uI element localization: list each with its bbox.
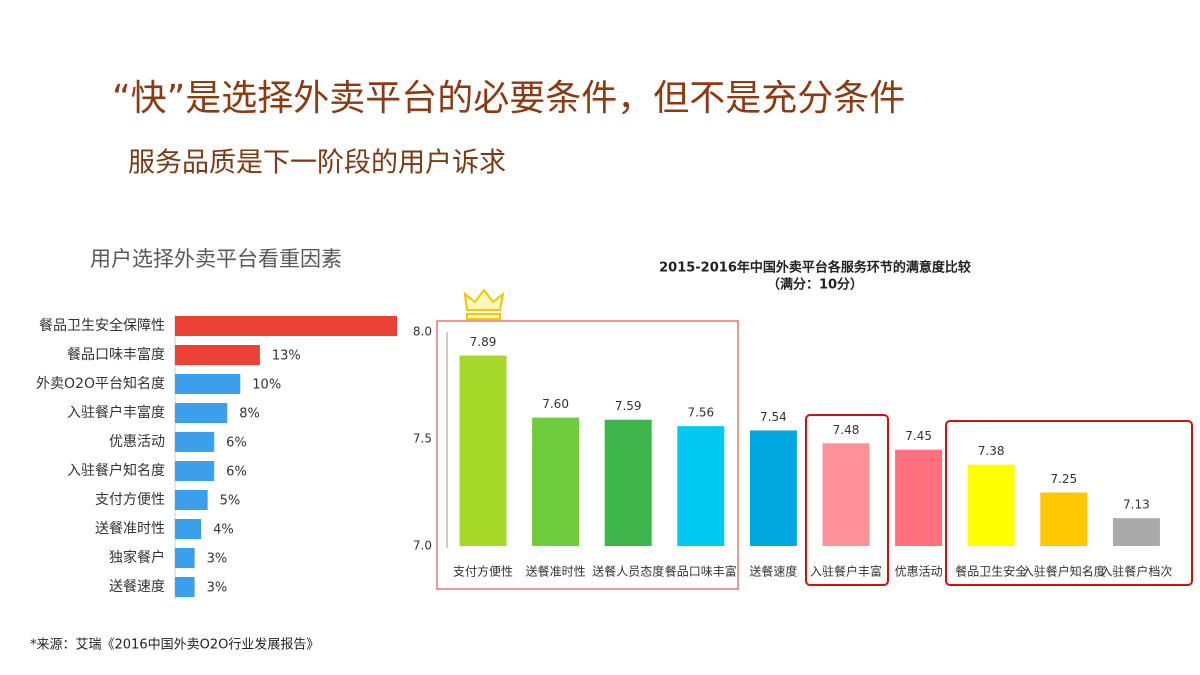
chart-subtitle: （满分：10分） [767,277,863,293]
category-label: 送餐准时性 [95,521,165,537]
value-label: 7.25 [1050,472,1077,486]
crown-icon [463,288,505,320]
bar [175,548,195,568]
category-label: 送餐速度 [109,579,165,595]
bar [175,403,228,423]
bar [175,490,208,510]
bar [175,461,215,481]
category-label: 入驻餐户丰富度 [67,404,165,421]
slide-subtitle: 服务品质是下一阶段的用户诉求 [128,148,506,179]
value-label: 6% [226,436,247,451]
category-label: 送餐速度 [749,564,797,579]
bar [967,464,1015,546]
y-tick-label: 7.5 [413,432,432,446]
bar [677,426,725,546]
category-label: 优惠活动 [109,434,165,450]
category-label: 餐品口味丰富 [665,564,737,579]
bar [749,430,797,546]
value-label: 7.13 [1123,498,1150,512]
value-label: 7.48 [833,423,860,437]
y-tick-label: 7.0 [413,539,432,553]
category-label: 独家餐户 [109,549,165,566]
value-label: 13% [272,349,301,364]
value-label: 7.38 [978,444,1005,458]
highlight-box [945,420,1193,586]
category-label: 入驻餐户档次 [1100,564,1172,579]
value-label: 7.59 [615,399,642,413]
bar [459,355,507,546]
bar [175,519,202,539]
highlight-box [805,414,889,586]
value-label: 10% [252,378,281,393]
source-note: *来源：艾瑞《2016中国外卖O2O行业发展报告》 [30,637,319,653]
category-label: 餐品口味丰富度 [67,346,165,363]
bar [175,374,241,394]
chart-title: 用户选择外卖平台看重因素 [90,247,342,271]
bar [175,432,215,452]
value-label: 7.56 [687,406,714,420]
value-label: 7.45 [905,429,932,443]
slide-title: “快”是选择外卖平台的必要条件，但不是充分条件 [112,78,905,119]
bar [175,316,397,336]
category-label: 支付方便性 [95,492,165,508]
chart-title: 2015-2016年中国外卖平台各服务环节的满意度比较 [659,260,971,276]
category-label: 餐品卫生安全 [955,564,1027,579]
value-label: 7.89 [470,335,497,349]
category-label: 支付方便性 [453,564,513,579]
bar [175,577,195,597]
category-label: 入驻餐户丰富 [810,564,882,579]
y-tick-label: 8.0 [413,325,432,339]
bar [532,417,580,546]
category-label: 外卖O2O平台知名度 [36,375,165,392]
value-label: 5% [220,494,241,509]
value-label: 4% [213,523,234,538]
value-label: 8% [239,407,260,422]
bar [1040,492,1088,546]
bar [822,443,870,546]
bar [895,449,943,546]
bar [604,419,652,546]
category-label: 优惠活动 [895,565,943,579]
category-label: 入驻餐户知名度 [67,462,165,479]
category-label: 入驻餐户知名度 [1022,564,1106,579]
value-label: 3% [207,581,228,596]
bar [1112,518,1160,546]
highlight-box [436,320,739,590]
category-label: 送餐人员态度 [592,564,664,579]
value-label: 3% [207,552,228,567]
bar [175,345,260,365]
category-label: 送餐准时性 [526,564,586,579]
value-label: 7.60 [542,397,569,411]
value-label: 6% [226,465,247,480]
value-label: 7.54 [760,410,787,424]
category-label: 餐品卫生安全保障性 [39,317,165,334]
